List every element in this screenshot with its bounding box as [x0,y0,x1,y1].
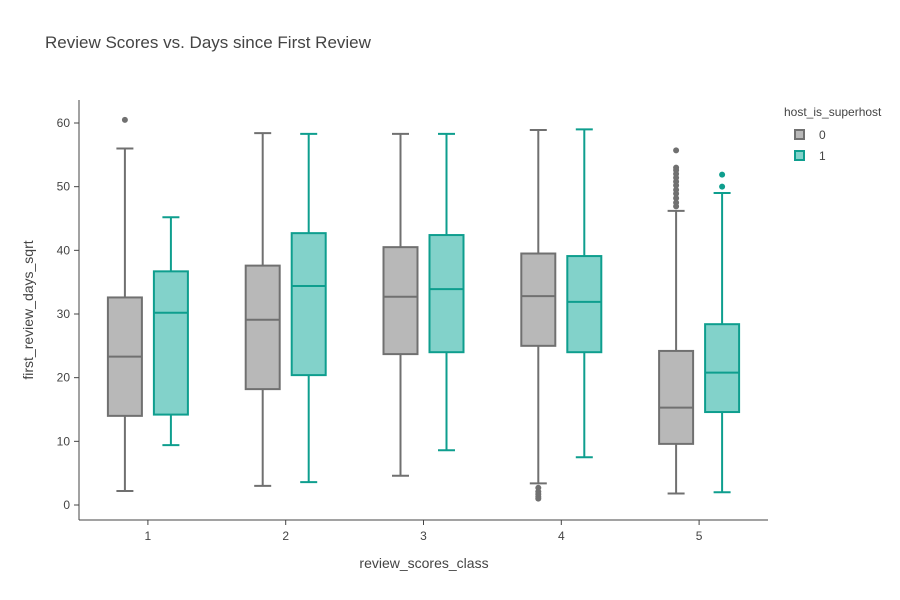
outlier-point [673,195,680,202]
box-series-1-cat-1 [152,216,189,447]
legend-item-0[interactable]: 0 [784,124,881,145]
box-series-0-cat-2 [244,132,281,487]
iqr-box [428,234,465,354]
iqr-box [382,246,419,356]
x-axis: 1 2 3 4 5 [145,520,703,543]
box-series-0-cat-4 [520,129,557,502]
outlier-point [673,186,680,193]
box-series-0-cat-1 [106,116,143,492]
y-tick-label: 10 [57,434,71,448]
legend-label-0: 0 [819,127,826,142]
legend-swatch-0 [794,129,805,140]
y-tick-label: 0 [63,498,70,512]
y-tick-label: 40 [57,243,71,257]
box-series-1-cat-2 [290,132,327,484]
legend: host_is_superhost 0 1 [784,105,881,166]
legend-item-1[interactable]: 1 [784,145,881,166]
iqr-box [658,349,695,445]
legend-swatch-1 [794,150,805,161]
legend-title: host_is_superhost [784,105,882,119]
box-series-1-cat-4 [566,128,603,459]
outlier-point [673,147,680,154]
y-tick-label: 60 [57,116,71,130]
outlier-point [719,171,726,178]
outlier-point [673,199,680,206]
iqr-box [290,232,327,377]
plot-area [106,116,741,502]
outlier-point [719,183,726,190]
box-series-0-cat-3 [382,132,419,477]
iqr-box [244,264,281,391]
y-tick-label: 20 [57,371,71,385]
y-axis-title: first_review_days_sqrt [20,240,36,380]
legend-label-1: 1 [819,148,826,163]
outlier-point [535,495,542,502]
chart-title: Review Scores vs. Days since First Revie… [45,33,371,52]
box-series-1-cat-3 [428,132,465,452]
x-tick-label: 2 [282,529,289,543]
iqr-box [704,323,741,414]
x-tick-label: 5 [696,529,703,543]
outlier-point [673,164,680,171]
outlier-point [121,116,128,123]
y-tick-label: 50 [57,180,71,194]
box-series-1-cat-5 [704,171,741,494]
x-axis-title: review_scores_class [359,555,489,571]
box-series-0-cat-5 [658,147,695,495]
iqr-box [520,252,557,347]
y-tick-label: 30 [57,307,71,321]
x-tick-label: 3 [420,529,427,543]
x-tick-label: 1 [145,529,152,543]
iqr-box [566,255,603,354]
iqr-box [152,270,189,416]
x-tick-label: 4 [558,529,565,543]
y-axis: 0 10 20 30 40 50 60 [57,116,79,512]
